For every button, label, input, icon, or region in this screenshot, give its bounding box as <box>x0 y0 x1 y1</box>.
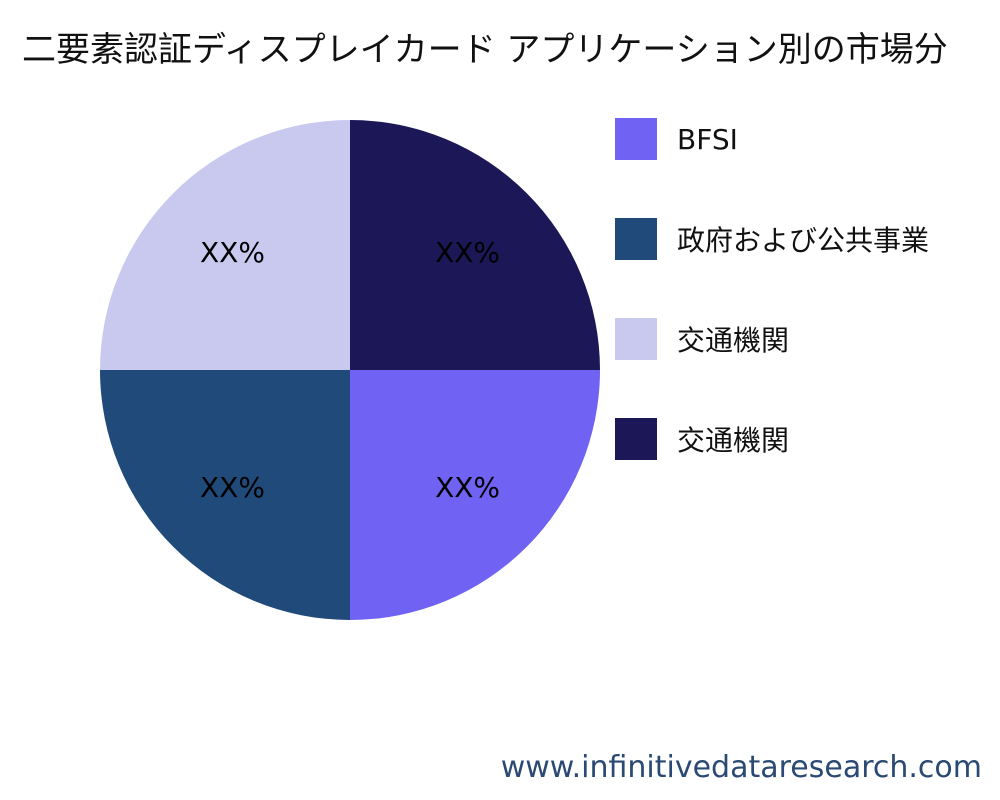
slice-label: XX% <box>200 471 265 504</box>
legend-swatch <box>615 318 657 360</box>
source-url: www.infinitivedataresearch.com <box>500 750 982 785</box>
legend-item: 交通機関 <box>615 318 929 360</box>
slice-label: XX% <box>200 236 265 269</box>
legend-swatch <box>615 118 657 160</box>
legend-swatch <box>615 218 657 260</box>
pie-slice <box>100 120 350 370</box>
legend-label: BFSI <box>677 122 738 156</box>
legend-label: 交通機関 <box>677 324 790 357</box>
legend-item: BFSI <box>615 118 929 160</box>
legend-swatch <box>615 418 657 460</box>
legend: BFSI 政府および公共事業 交通機関 交通機関 <box>615 118 929 518</box>
legend-item: 交通機関 <box>615 418 929 460</box>
chart-title: 二要素認証ディスプレイカード アプリケーション別の市場分 <box>22 30 948 70</box>
legend-item: 政府および公共事業 <box>615 218 929 260</box>
legend-label: 交通機関 <box>677 424 790 457</box>
legend-label: 政府および公共事業 <box>677 224 930 257</box>
pie-slice <box>350 120 600 370</box>
pie-slice <box>100 370 350 620</box>
slice-label: XX% <box>435 236 500 269</box>
pie-slice <box>350 370 600 620</box>
slice-label: XX% <box>435 471 500 504</box>
